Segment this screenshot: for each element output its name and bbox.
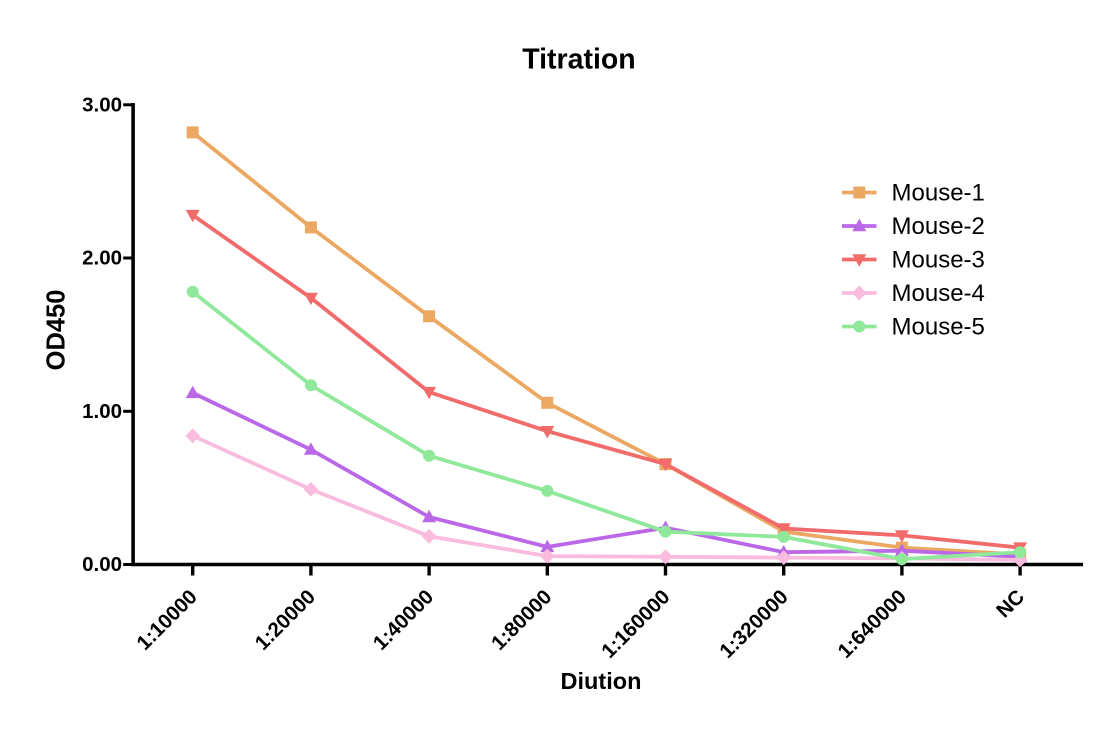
svg-text:Diution: Diution <box>561 668 642 694</box>
svg-text:Titration: Titration <box>522 44 635 76</box>
svg-text:2.00: 2.00 <box>82 247 122 270</box>
svg-text:Mouse-2: Mouse-2 <box>892 213 985 240</box>
svg-text:OD450: OD450 <box>43 290 71 371</box>
svg-text:Mouse-5: Mouse-5 <box>892 314 985 341</box>
svg-text:Mouse-4: Mouse-4 <box>892 280 985 307</box>
svg-text:1.00: 1.00 <box>82 400 122 423</box>
svg-text:3.00: 3.00 <box>82 93 122 116</box>
svg-text:Mouse-3: Mouse-3 <box>892 247 985 274</box>
svg-text:0.00: 0.00 <box>82 553 122 576</box>
svg-text:Mouse-1: Mouse-1 <box>892 180 985 207</box>
